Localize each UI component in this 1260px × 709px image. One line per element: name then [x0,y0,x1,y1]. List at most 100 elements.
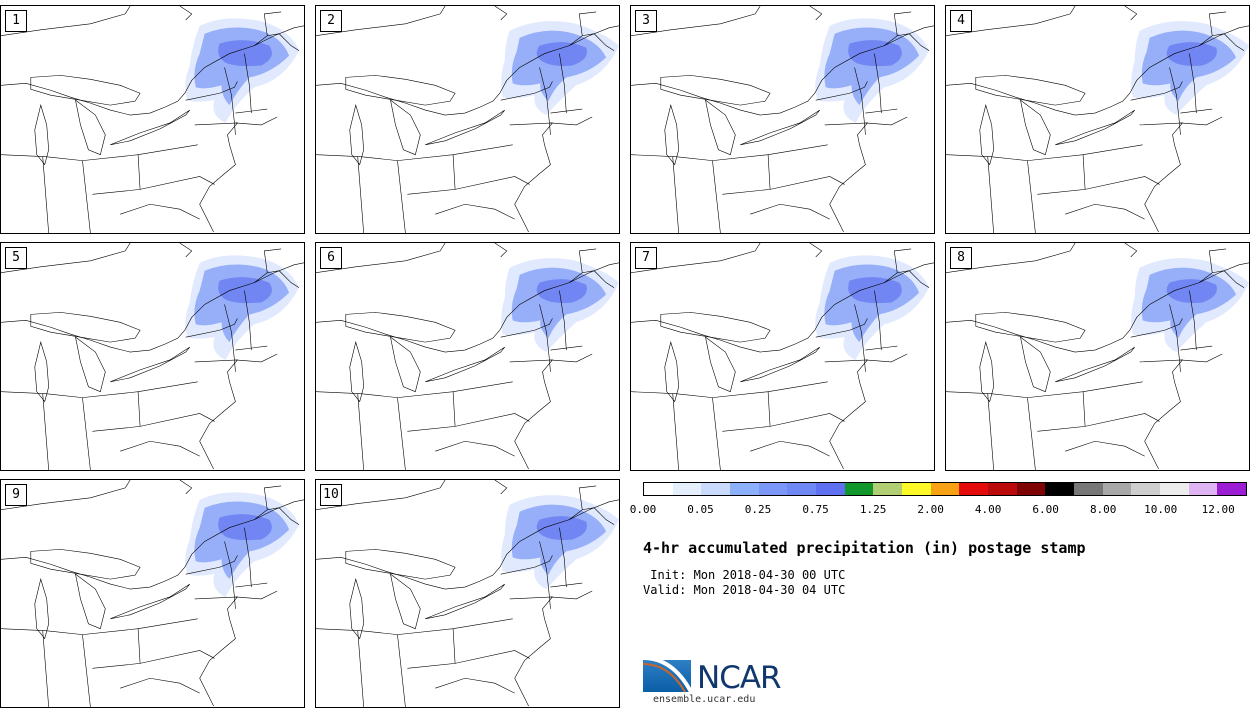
colorbar-swatch [873,483,903,495]
map-boundary-line [455,176,530,190]
chart-title: 4-hr accumulated precipitation (in) post… [643,539,1086,557]
map-boundary-line [224,304,236,372]
map-boundary-line [455,413,530,427]
colorbar-tick-label: 2.00 [917,503,944,516]
map-boundary-line [435,440,515,457]
map-boundary-line [453,144,513,155]
map-boundary-line [120,677,200,694]
precipitation-map [1,6,304,233]
map-boundary-line [1,391,46,394]
panel-number: 4 [950,10,972,32]
colorbar-swatch [644,483,673,495]
map-boundary-line [244,527,252,588]
precip-area-heavy [536,42,587,66]
map-boundary-line [768,381,828,392]
map-boundary-line [559,53,567,114]
map-boundary-line [1,499,304,590]
map-boundary-line [1139,359,1184,470]
map-boundary-line [672,393,679,470]
map-boundary-line [1189,290,1197,351]
map-boundary-line [884,270,930,288]
map-boundary-line [75,99,106,156]
map-boundary-line [390,336,421,393]
map-boundary-line [979,340,994,403]
precip-area-heavy [848,277,902,304]
panel-number: 2 [320,10,342,32]
map-boundary-line [874,53,882,114]
map-boundary-line [30,75,141,106]
map-boundary-line [140,650,215,664]
map-boundary-line [675,393,713,398]
precip-area-heavy [218,40,272,67]
colorbar-swatch [844,483,874,495]
map-boundary-line [660,312,771,343]
map-boundary-line [179,480,193,495]
map-boundary-line [1083,144,1143,155]
map-boundary-line [990,393,1028,398]
map-boundary-line [705,99,736,156]
map-boundary-line [397,160,406,233]
map-boundary-line [397,397,406,470]
map-boundary-line [1180,116,1223,126]
map-boundary-line [425,583,505,620]
map-boundary-line [1139,122,1184,233]
ensemble-url: ensemble.ucar.edu [653,694,756,705]
map-boundary-line [1020,99,1051,156]
map-boundary-line [578,11,597,36]
map-boundary-line [509,122,554,233]
map-boundary-line [82,391,141,432]
map-boundary-line [316,25,619,116]
map-boundary-line [179,243,193,258]
colorbar-tick-label: 0.05 [687,503,714,516]
map-boundary-line [45,393,83,398]
map-boundary-line [946,262,1249,353]
map-boundary-line [1,6,131,37]
map-boundary-line [34,577,49,640]
map-panel: 9 [0,479,305,708]
colorbar-swatch [758,483,788,495]
map-boundary-line [1,25,304,116]
map-boundary-line [979,103,994,166]
map-boundary-line [865,108,898,114]
colorbar-tick-label: 1.25 [859,503,887,516]
precipitation-map [631,6,934,233]
map-panel: 5 [0,242,305,471]
panel-number: 7 [635,247,657,269]
map-boundary-line [1130,318,1183,338]
colorbar-swatch [1217,483,1247,495]
map-boundary-line [185,81,238,101]
map-boundary-line [854,67,866,135]
map-boundary-line [357,630,364,707]
panel-number: 1 [5,10,27,32]
map-boundary-line [120,203,200,220]
map-boundary-line [893,248,912,273]
map-boundary-line [30,549,141,580]
precip-area-heavy [218,277,272,304]
map-boundary-line [1,628,46,631]
map-panel: 8 [945,242,1250,471]
map-boundary-line [631,6,761,37]
map-boundary-line [824,122,869,233]
map-boundary-line [631,154,676,157]
map-boundary-line [82,160,91,233]
map-boundary-line [244,290,252,351]
map-boundary-line [631,243,761,274]
map-boundary-line [569,33,615,51]
colorbar-swatch [1102,483,1132,495]
precip-area-heavy [536,516,587,540]
map-boundary-line [750,440,830,457]
map-boundary-line [1124,6,1138,21]
map-boundary-line [500,555,553,575]
map-boundary-line [500,81,553,101]
colorbar-swatch [1045,483,1075,495]
map-panel: 2 [315,5,620,234]
map-boundary-line [1027,160,1036,233]
map-boundary-line [578,248,597,273]
map-boundary-line [865,353,908,363]
map-boundary-line [494,243,508,258]
map-boundary-line [1180,108,1213,114]
map-boundary-line [45,630,83,635]
map-boundary-line [664,340,679,403]
map-boundary-line [1,262,304,353]
colorbar-swatch [730,483,759,495]
